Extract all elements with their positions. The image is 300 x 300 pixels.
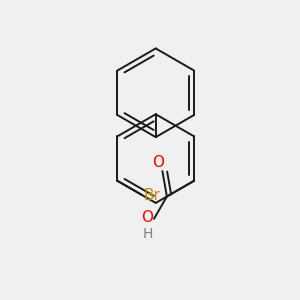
- Text: O: O: [152, 155, 164, 170]
- Text: Br: Br: [143, 188, 161, 202]
- Text: O: O: [141, 210, 153, 225]
- Text: H: H: [143, 227, 154, 242]
